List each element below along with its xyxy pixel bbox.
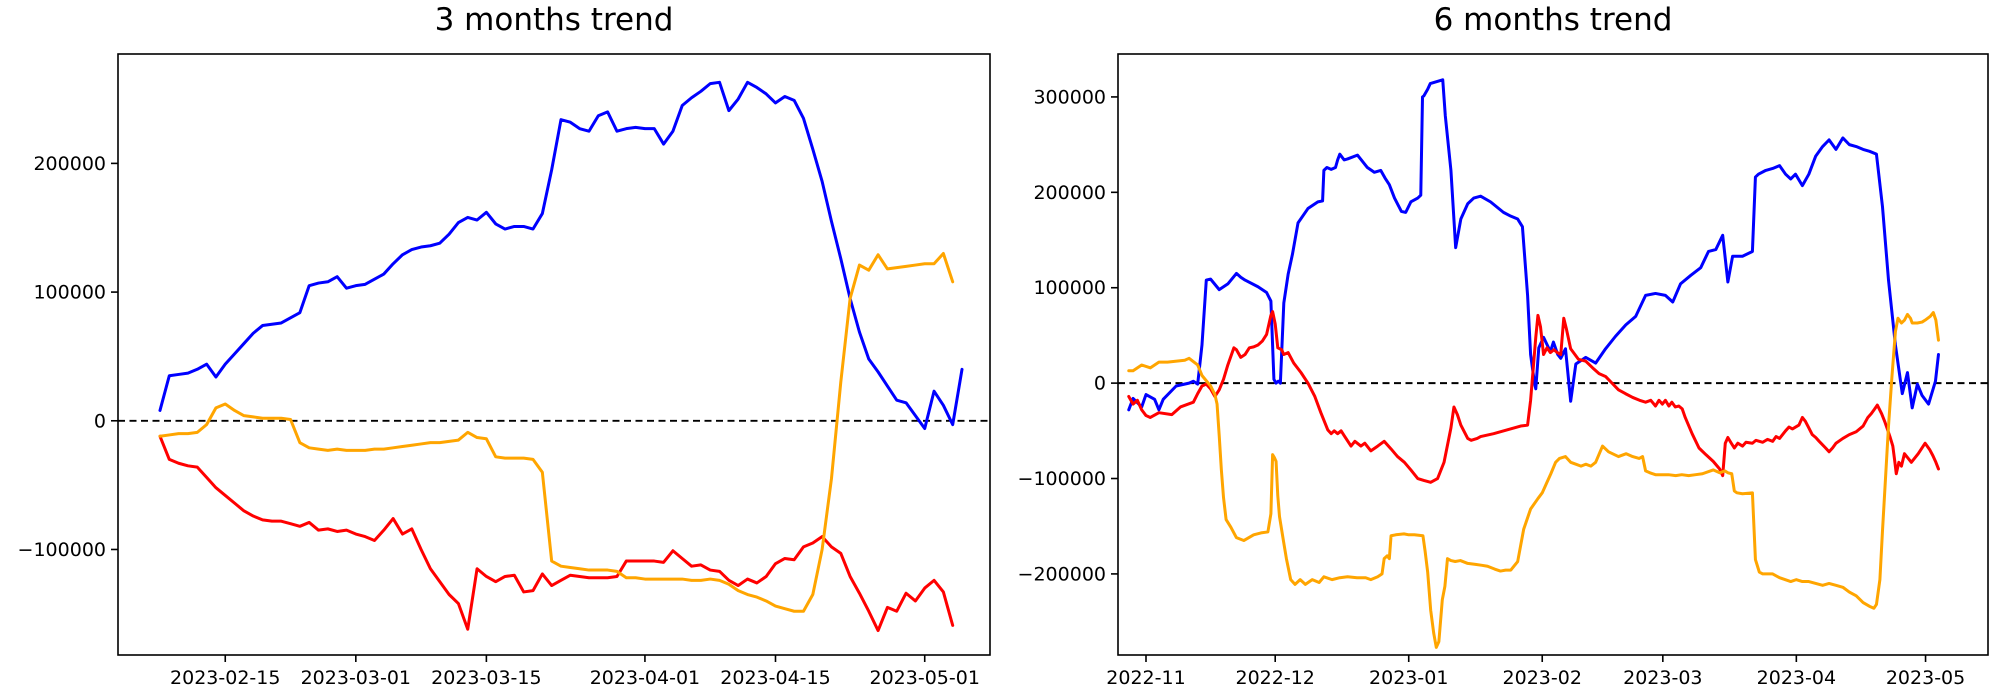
svg-text:2023-01: 2023-01 — [1369, 667, 1448, 689]
svg-text:2023-03: 2023-03 — [1623, 667, 1702, 689]
chart-6-months-trend: 6 months trend −200000 −100000 0 100000 2000… — [1000, 0, 2000, 700]
svg-text:−100000: −100000 — [1018, 468, 1106, 490]
svg-text:2022-11: 2022-11 — [1106, 667, 1185, 689]
svg-text:2023-05-01: 2023-05-01 — [870, 667, 980, 689]
svg-text:−200000: −200000 — [1018, 563, 1106, 585]
svg-text:−100000: −100000 — [18, 539, 106, 561]
chart-title-6-months: 6 months trend — [1433, 2, 1673, 38]
svg-text:2023-03-15: 2023-03-15 — [431, 667, 541, 689]
svg-text:200000: 200000 — [33, 153, 106, 175]
plot-area-3-months: −100000 0 100000 200000 2023-02-15 2023-03-01… — [18, 53, 991, 689]
svg-text:2023-04: 2023-04 — [1757, 667, 1836, 689]
svg-text:2023-02: 2023-02 — [1503, 667, 1582, 689]
plot-area-6-months: −200000 −100000 0 100000 200000 300000 2022-11… — [1018, 53, 1989, 689]
svg-text:2023-03-01: 2023-03-01 — [301, 667, 411, 689]
svg-text:2023-02-15: 2023-02-15 — [170, 667, 280, 689]
svg-text:300000: 300000 — [1033, 86, 1106, 108]
svg-text:2023-04-15: 2023-04-15 — [720, 667, 830, 689]
svg-text:100000: 100000 — [1033, 277, 1106, 299]
svg-text:100000: 100000 — [33, 282, 106, 304]
chart-3-months-trend: 3 months trend −100000 0 100000 200000 2023-… — [18, 2, 991, 689]
chart-title-3-months: 3 months trend — [434, 2, 674, 38]
svg-text:2023-04-01: 2023-04-01 — [590, 667, 700, 689]
svg-text:2023-05: 2023-05 — [1886, 667, 1965, 689]
svg-text:200000: 200000 — [1033, 182, 1106, 204]
svg-text:0: 0 — [1094, 373, 1106, 395]
svg-text:0: 0 — [94, 410, 106, 432]
svg-text:2022-12: 2022-12 — [1236, 667, 1315, 689]
